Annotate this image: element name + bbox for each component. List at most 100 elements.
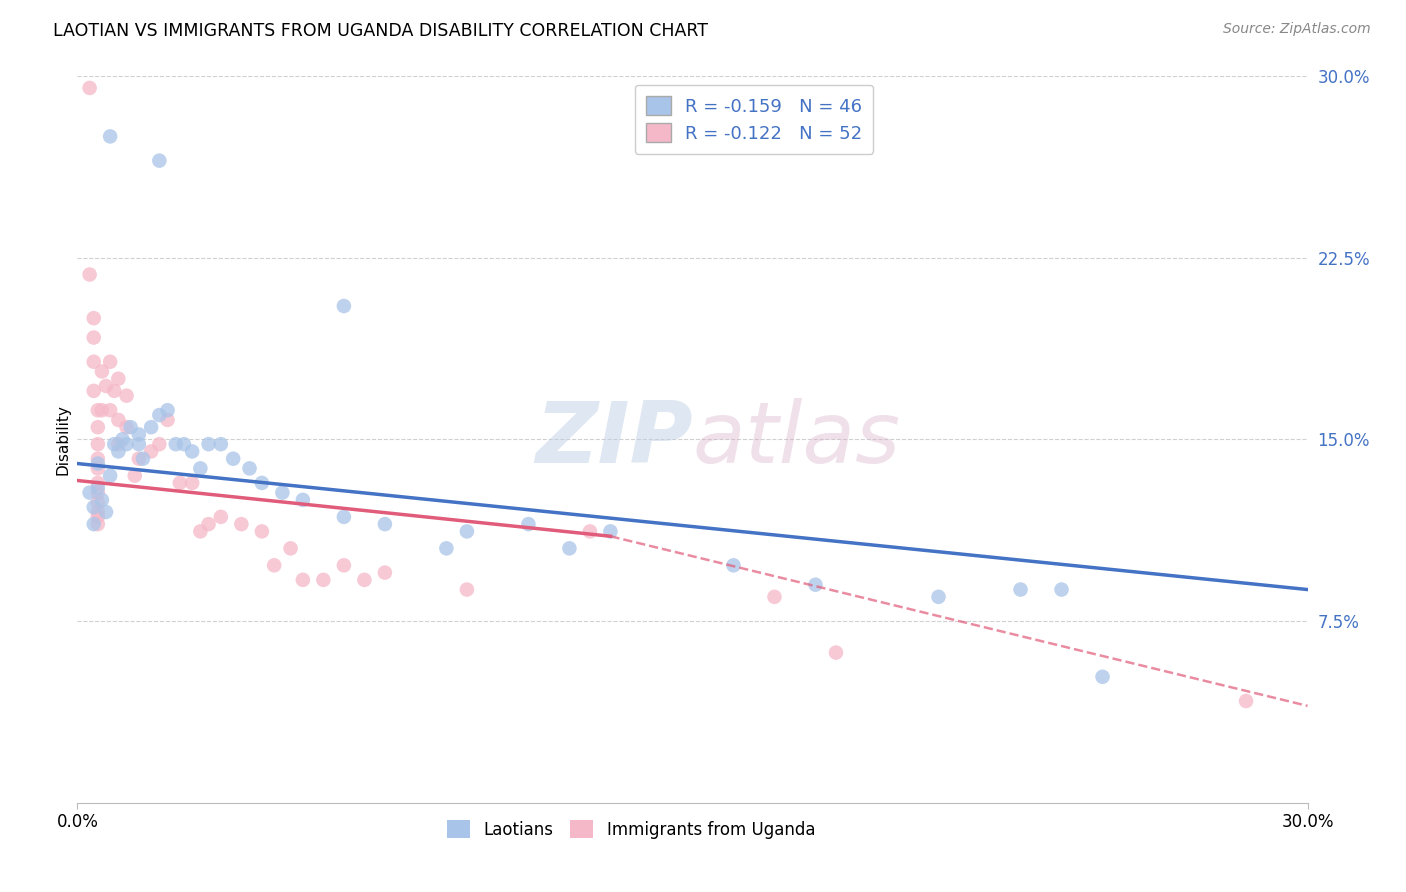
- Point: [222, 451, 245, 466]
- Point: [87, 403, 110, 417]
- Point: [197, 517, 219, 532]
- Point: [239, 461, 262, 475]
- Point: [141, 420, 163, 434]
- Point: [271, 485, 294, 500]
- Point: [1050, 582, 1073, 597]
- Point: [156, 413, 179, 427]
- Point: [107, 372, 129, 386]
- Point: [87, 475, 110, 490]
- Point: [128, 437, 150, 451]
- Text: Source: ZipAtlas.com: Source: ZipAtlas.com: [1223, 22, 1371, 37]
- Point: [579, 524, 602, 539]
- Point: [188, 524, 212, 539]
- Point: [558, 541, 581, 556]
- Point: [87, 457, 110, 471]
- Point: [83, 517, 105, 532]
- Point: [87, 509, 110, 524]
- Point: [209, 509, 232, 524]
- Point: [132, 451, 155, 466]
- Point: [103, 384, 125, 398]
- Point: [87, 481, 110, 495]
- Point: [436, 541, 458, 556]
- Point: [181, 444, 204, 458]
- Point: [98, 468, 121, 483]
- Point: [87, 437, 110, 451]
- Text: atlas: atlas: [693, 398, 900, 481]
- Point: [291, 492, 314, 507]
- Point: [517, 517, 540, 532]
- Point: [181, 475, 204, 490]
- Point: [333, 509, 356, 524]
- Point: [231, 517, 253, 532]
- Point: [1091, 670, 1114, 684]
- Point: [148, 153, 170, 168]
- Point: [165, 437, 187, 451]
- Point: [98, 355, 121, 369]
- Point: [250, 475, 273, 490]
- Point: [115, 420, 138, 434]
- Point: [107, 444, 129, 458]
- Point: [79, 81, 101, 95]
- Point: [169, 475, 191, 490]
- Point: [291, 573, 314, 587]
- Point: [87, 485, 110, 500]
- Point: [148, 408, 170, 422]
- Point: [156, 403, 179, 417]
- Point: [124, 468, 146, 483]
- Point: [83, 311, 105, 326]
- Point: [333, 299, 356, 313]
- Point: [456, 524, 478, 539]
- Point: [79, 485, 101, 500]
- Point: [804, 578, 827, 592]
- Point: [90, 364, 114, 378]
- Point: [87, 517, 110, 532]
- Point: [107, 413, 129, 427]
- Point: [280, 541, 302, 556]
- Point: [94, 505, 117, 519]
- Legend: Laotians, Immigrants from Uganda: Laotians, Immigrants from Uganda: [440, 814, 823, 846]
- Point: [148, 437, 170, 451]
- Text: LAOTIAN VS IMMIGRANTS FROM UGANDA DISABILITY CORRELATION CHART: LAOTIAN VS IMMIGRANTS FROM UGANDA DISABI…: [53, 22, 709, 40]
- Point: [374, 517, 396, 532]
- Point: [1234, 694, 1257, 708]
- Point: [79, 268, 101, 282]
- Point: [128, 427, 150, 442]
- Point: [111, 432, 134, 446]
- Point: [825, 646, 848, 660]
- Point: [456, 582, 478, 597]
- Point: [763, 590, 786, 604]
- Point: [333, 558, 356, 573]
- Point: [374, 566, 396, 580]
- Point: [94, 379, 117, 393]
- Point: [188, 461, 212, 475]
- Point: [353, 573, 375, 587]
- Point: [87, 505, 110, 519]
- Point: [90, 403, 114, 417]
- Point: [103, 437, 125, 451]
- Point: [312, 573, 335, 587]
- Point: [209, 437, 232, 451]
- Point: [141, 444, 163, 458]
- Point: [83, 500, 105, 515]
- Point: [83, 384, 105, 398]
- Point: [90, 492, 114, 507]
- Point: [173, 437, 195, 451]
- Point: [98, 129, 121, 144]
- Point: [599, 524, 621, 539]
- Point: [115, 389, 138, 403]
- Point: [723, 558, 745, 573]
- Point: [115, 437, 138, 451]
- Point: [83, 355, 105, 369]
- Point: [120, 420, 142, 434]
- Point: [928, 590, 950, 604]
- Point: [87, 495, 110, 509]
- Point: [87, 461, 110, 475]
- Point: [107, 437, 129, 451]
- Point: [87, 451, 110, 466]
- Point: [197, 437, 219, 451]
- Text: ZIP: ZIP: [534, 398, 693, 481]
- Point: [263, 558, 285, 573]
- Point: [250, 524, 273, 539]
- Y-axis label: Disability: Disability: [55, 404, 70, 475]
- Point: [87, 420, 110, 434]
